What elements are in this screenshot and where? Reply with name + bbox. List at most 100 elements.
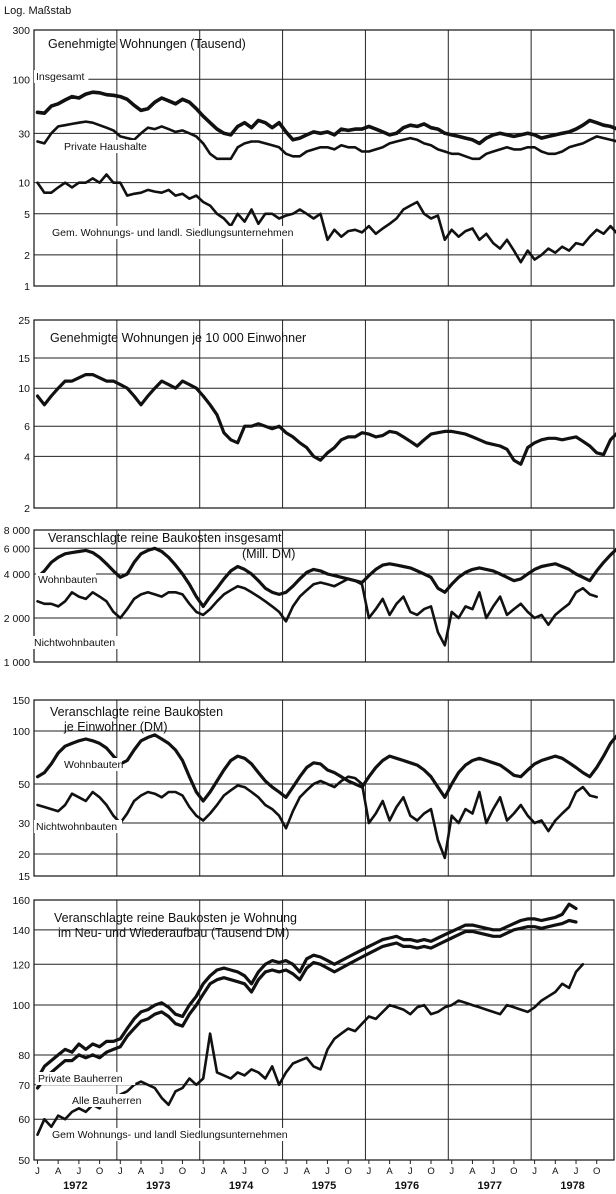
y-tick-label: 140 bbox=[12, 925, 30, 937]
y-tick-label: 10 bbox=[18, 383, 30, 395]
series-label: Gem. Wohnungs- und landl. Siedlungsunter… bbox=[52, 227, 294, 239]
series-line bbox=[35, 546, 616, 609]
x-month-label: O bbox=[593, 1166, 600, 1177]
y-tick-label: 60 bbox=[18, 1114, 30, 1126]
x-month-label: O bbox=[344, 1166, 351, 1177]
y-tick-label: 30 bbox=[18, 128, 30, 140]
y-tick-label: 8 000 bbox=[4, 525, 30, 537]
x-month-label: J bbox=[159, 1166, 164, 1177]
series-label: Insgesamt bbox=[36, 71, 85, 83]
x-month-label: J bbox=[367, 1166, 372, 1177]
series-label: Wohnbauten bbox=[64, 759, 124, 771]
panel-title-line2: je Einwohner (DM) bbox=[63, 720, 168, 734]
series-label-bg bbox=[50, 1128, 301, 1141]
panel-frame bbox=[33, 699, 615, 877]
y-tick-label: 1 bbox=[24, 281, 30, 293]
panel-title: Genehmigte Wohnungen (Tausend) bbox=[48, 37, 246, 51]
series-label-bg bbox=[34, 820, 122, 833]
y-tick-label: 4 000 bbox=[4, 569, 30, 581]
y-tick-label: 2 bbox=[24, 250, 30, 262]
x-year-label: 1972 bbox=[63, 1180, 87, 1192]
x-year-label: 1975 bbox=[312, 1180, 336, 1192]
series-label-bg bbox=[36, 1072, 136, 1085]
x-month-label: J bbox=[408, 1166, 413, 1177]
x-year-label: 1973 bbox=[146, 1180, 170, 1192]
y-tick-label: 70 bbox=[18, 1080, 30, 1092]
series-label-bg bbox=[70, 1094, 153, 1107]
series-label: Nichtwohnbauten bbox=[36, 821, 117, 833]
x-year-label: 1974 bbox=[229, 1180, 254, 1192]
series-label: Wohnbauten bbox=[38, 574, 98, 586]
panel-title: Veranschlagte reine Baukosten bbox=[50, 705, 223, 719]
series-line bbox=[36, 173, 616, 264]
x-month-label: J bbox=[35, 1166, 40, 1177]
panel-5: 50 60 70 80 100 120 140 160 Veranschlagte reine … bbox=[12, 895, 615, 1167]
y-tick-label: 2 000 bbox=[4, 613, 30, 625]
series-line bbox=[36, 775, 599, 860]
x-month-label: O bbox=[427, 1166, 434, 1177]
x-year-label: 1977 bbox=[477, 1180, 501, 1192]
series-line bbox=[36, 120, 616, 161]
panel-title-line2: im Neu- und Wiederaufbau (Tausend DM) bbox=[58, 926, 289, 940]
series-label-bg bbox=[34, 70, 89, 83]
series-label-bg bbox=[32, 636, 120, 649]
panel-frame bbox=[33, 319, 615, 509]
x-month-label: A bbox=[55, 1166, 62, 1177]
x-month-label: J bbox=[532, 1166, 537, 1177]
series-line bbox=[36, 577, 599, 647]
panel-unit: (Mill. DM) bbox=[242, 547, 295, 561]
series-label-bg bbox=[62, 140, 162, 153]
panel-title: Veranschlagte reine Baukosten je Wohnung bbox=[54, 911, 297, 925]
x-axis: J A J O J A J O J A J O J A J O J A J O J A J O J A J O 1972 1973 1974… bbox=[35, 1160, 600, 1192]
y-tick-label: 5 bbox=[24, 209, 30, 221]
panel-1: 1 2 5 10 30 100 300 Genehmigte Wohnungen (Tause… bbox=[12, 25, 616, 293]
x-month-label: O bbox=[510, 1166, 517, 1177]
x-month-label: A bbox=[469, 1166, 476, 1177]
series-labels: Insgesamt Private Haushalte Gem. Wohnungs-… bbox=[32, 70, 312, 1141]
panel-frame bbox=[33, 899, 615, 1161]
x-month-label: J bbox=[118, 1166, 123, 1177]
panel-frame bbox=[33, 529, 615, 663]
series-label-bg bbox=[36, 573, 96, 586]
x-month-label: J bbox=[449, 1166, 454, 1177]
y-tick-label: 15 bbox=[18, 871, 30, 883]
y-tick-label: 150 bbox=[12, 695, 30, 707]
panel-frame bbox=[33, 29, 615, 287]
y-tick-label: 10 bbox=[18, 178, 30, 190]
x-month-label: A bbox=[221, 1166, 228, 1177]
x-month-label: A bbox=[304, 1166, 311, 1177]
y-tick-label: 80 bbox=[18, 1050, 30, 1062]
x-year-label: 1976 bbox=[395, 1180, 419, 1192]
series-label-bg bbox=[50, 226, 312, 239]
y-tick-label: 120 bbox=[12, 959, 30, 971]
y-tick-label: 4 bbox=[24, 451, 30, 463]
y-tick-label: 25 bbox=[18, 315, 30, 327]
y-tick-label: 6 000 bbox=[4, 543, 30, 555]
panel-4: 15 20 30 50 100 150 Veranschlagte reine Baukos… bbox=[12, 695, 616, 883]
y-tick-label: 50 bbox=[18, 1155, 30, 1167]
x-month-label: O bbox=[96, 1166, 103, 1177]
series-line bbox=[35, 373, 616, 466]
series-label: Alle Bauherren bbox=[72, 1095, 142, 1107]
panel-title: Veranschlagte reine Baukosten insgesamt bbox=[48, 531, 282, 545]
y-tick-label: 2 bbox=[24, 503, 30, 515]
panel-3: 1 000 2 000 4 000 6 000 8 000 Veranschlagte r… bbox=[4, 525, 616, 669]
x-month-label: A bbox=[552, 1166, 559, 1177]
y-tick-label: 160 bbox=[12, 895, 30, 907]
series-line bbox=[35, 90, 616, 146]
series-label-bg bbox=[62, 758, 122, 771]
x-month-label: J bbox=[574, 1166, 579, 1177]
y-tick-label: 30 bbox=[18, 818, 30, 830]
y-tick-label: 100 bbox=[12, 74, 30, 86]
series-label: Private Haushalte bbox=[64, 141, 147, 153]
series-label: Nichtwohnbauten bbox=[34, 637, 115, 649]
x-month-label: J bbox=[325, 1166, 330, 1177]
y-tick-label: 20 bbox=[18, 849, 30, 861]
y-tick-label: 15 bbox=[18, 353, 30, 365]
x-month-label: J bbox=[491, 1166, 496, 1177]
x-month-label: A bbox=[138, 1166, 145, 1177]
y-tick-label: 6 bbox=[24, 421, 30, 433]
series-line bbox=[35, 902, 578, 1081]
